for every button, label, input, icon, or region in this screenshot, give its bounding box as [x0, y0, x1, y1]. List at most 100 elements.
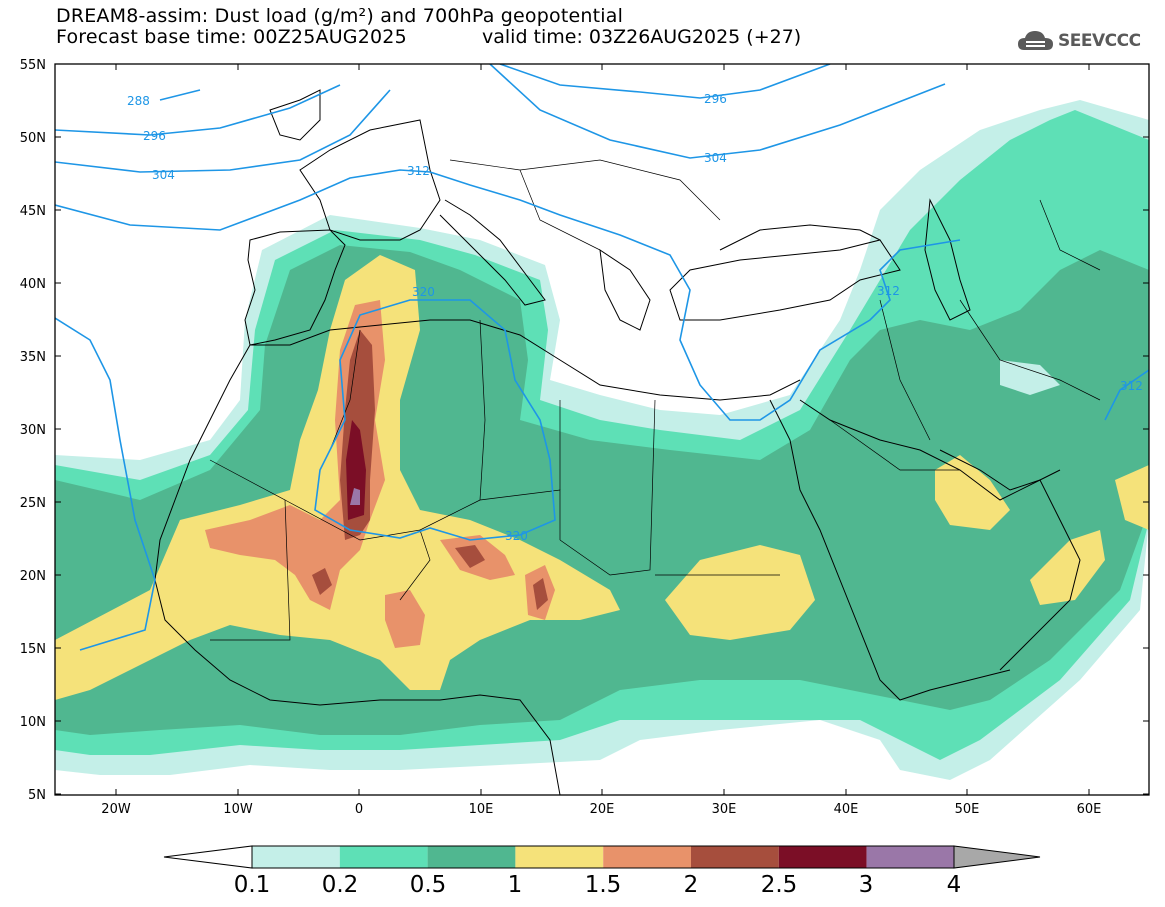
coastline-france: [299, 119, 441, 241]
colorbar-swatch: [866, 846, 954, 868]
lat-label: 10N: [20, 715, 46, 730]
colorbar-tick: 0.5: [409, 872, 447, 898]
contour-312-east: [1104, 369, 1149, 421]
lon-label: 50E: [955, 802, 980, 817]
valid-time-label: valid time: 03Z26AUG2025 (+27): [482, 26, 802, 48]
chart-title: DREAM8-assim: Dust load (g/m²) and 700hP…: [56, 5, 624, 27]
dust-layer-1.5-mali: [385, 590, 425, 648]
contour-296-east: [499, 64, 831, 99]
lon-label: 10W: [223, 802, 253, 817]
contour-label: 296: [704, 92, 727, 106]
contour-label: 320: [505, 529, 528, 543]
colorbar-frame: [251, 845, 955, 869]
lon-label: 20E: [590, 802, 615, 817]
contour-label: 312: [1120, 379, 1143, 393]
dust-layer-2-mali: [312, 568, 332, 595]
lat-label: 55N: [20, 58, 46, 73]
contour-296-west: [55, 84, 341, 136]
coastline-redsea: [769, 399, 1011, 701]
coastline-uk: [269, 89, 321, 141]
lon-label: 10E: [469, 802, 494, 817]
logo-text: SEEVCCC: [1058, 31, 1141, 51]
contour-304-east: [489, 64, 946, 159]
lat-label: 50N: [20, 131, 46, 146]
colorbar-tick: 1: [507, 872, 523, 898]
colorbar-swatch: [339, 846, 428, 868]
geopotential-contours: [55, 64, 1149, 651]
seevccc-logo: SEEVCCC: [1018, 28, 1141, 54]
colorbar-tick: 2: [683, 872, 699, 898]
contour-label: 312: [877, 284, 900, 298]
contour-304-west: [55, 89, 391, 173]
borders: [209, 159, 1101, 641]
lat-label: 40N: [20, 277, 46, 292]
lat-label: 30N: [20, 423, 46, 438]
coastline-blacksea: [719, 224, 881, 251]
dust-layer-2-chad: [533, 578, 548, 610]
contour-312-west: [55, 169, 431, 231]
colorbar-swatch: [515, 846, 604, 868]
lat-label: 20N: [20, 569, 46, 584]
coastline-greece: [599, 248, 651, 331]
lon-label: 0: [355, 802, 363, 817]
coastline-italy: [439, 199, 546, 306]
contour-288: [159, 89, 201, 101]
colorbar-tick: 3: [858, 872, 874, 898]
coastline-caspian: [924, 198, 971, 321]
colorbar-high-triangle: [953, 845, 1041, 869]
colorbar-low-triangle: [163, 845, 253, 869]
coastline-gulf: [939, 449, 1061, 491]
colorbar-tick: 1.5: [584, 872, 622, 898]
lon-label: 40E: [834, 802, 859, 817]
dust-field: [55, 100, 1149, 780]
lat-label: 35N: [20, 350, 46, 365]
contour-label: 296: [143, 129, 166, 143]
dust-layer-1-sudan: [665, 545, 815, 640]
colorbar-swatch: [603, 846, 691, 868]
lat-label: 5N: [28, 788, 46, 803]
contour-labels: 288 296 304 312 296 304 320 320 312 312: [127, 92, 1143, 543]
base-time-label: Forecast base time: 00Z25AUG2025: [56, 26, 407, 48]
colorbar: [163, 845, 1041, 869]
colorbar-swatch: [691, 846, 779, 868]
contour-label: 288: [127, 94, 150, 108]
lat-labels: 55N 50N 45N 40N 35N 30N 25N 20N 15N 10N …: [20, 58, 46, 803]
dust-layer-0.1-patch: [1000, 360, 1060, 395]
contour-label: 312: [407, 164, 430, 178]
lat-label: 25N: [20, 496, 46, 511]
lat-label: 45N: [20, 204, 46, 219]
colorbar-tick: 2.5: [760, 872, 798, 898]
lon-labels: 20W 10W 0 10E 20E 30E 40E 50E 60E: [101, 802, 1101, 817]
colorbar-swatch: [427, 846, 516, 868]
contour-320: [314, 299, 556, 541]
contour-312-main: [429, 171, 961, 421]
dust-layer-3: [350, 488, 360, 505]
colorbar-tick: 0.1: [233, 872, 271, 898]
dust-layer-1-arabia: [935, 455, 1010, 530]
lon-label: 60E: [1077, 802, 1102, 817]
lat-label: 15N: [20, 642, 46, 657]
cloud-icon: [1018, 31, 1053, 50]
colorbar-swatch: [778, 846, 867, 868]
dust-layer-2.5: [346, 420, 366, 520]
dust-layer-1.5: [205, 300, 385, 610]
coastline-westafrica: [154, 344, 561, 795]
colorbar-swatch: [252, 846, 340, 868]
tick-marks: [55, 63, 1149, 795]
colorbar-tick: 4: [946, 872, 962, 898]
contour-label: 304: [704, 151, 727, 165]
lon-label: 20W: [101, 802, 131, 817]
colorbar-tick: 0.2: [321, 872, 359, 898]
coastline-northafrica: [250, 319, 801, 401]
dust-layer-1-oman: [1030, 530, 1105, 605]
lon-label: 30E: [712, 802, 737, 817]
contour-label: 320: [412, 285, 435, 299]
contour-312-atlantic: [55, 317, 156, 651]
dust-layer-1-pakistan: [1115, 465, 1149, 530]
dust-layer-2-niger: [455, 545, 485, 568]
contour-label: 304: [152, 168, 175, 182]
coastline-arabia: [799, 399, 1081, 671]
coastlines: [154, 89, 1081, 795]
dust-layer-1: [55, 255, 620, 700]
